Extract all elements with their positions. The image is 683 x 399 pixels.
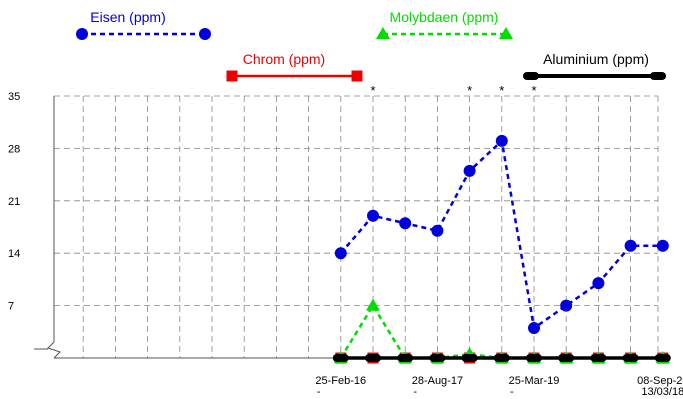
data-point-0 <box>495 134 508 147</box>
y-axis-break <box>47 341 61 359</box>
series-0 <box>334 134 669 335</box>
data-point-0 <box>560 299 573 312</box>
data-point-0 <box>656 239 669 252</box>
legend-label-2: Molybdaen (ppm) <box>390 9 499 25</box>
series-3 <box>332 354 671 362</box>
data-point-0 <box>528 322 540 335</box>
data-point-legend-1 <box>226 70 238 82</box>
x-tick-sublabel: 13/03/18 <box>641 386 683 398</box>
data-point-0 <box>592 277 605 290</box>
y-tick-label: 7 <box>8 301 14 313</box>
data-point-3 <box>622 354 639 362</box>
data-point-0 <box>367 209 379 222</box>
data-point-0 <box>463 164 476 177</box>
data-point-0 <box>334 247 347 260</box>
y-tick-label: 14 <box>8 248 20 260</box>
x-tick-label: 25-Mar-19 <box>509 375 560 387</box>
data-point-3 <box>365 354 381 362</box>
data-point-3 <box>397 354 414 362</box>
star-markers: * * * * <box>370 83 536 98</box>
series-layer <box>332 134 671 364</box>
y-tick-label: 21 <box>8 196 20 208</box>
data-point-legend-0 <box>76 28 88 40</box>
data-point-legend-2 <box>499 27 513 39</box>
data-point-3 <box>526 354 542 362</box>
legend-item-2: Molybdaen (ppm) <box>376 9 513 39</box>
legend-item-3: Aluminium (ppm) <box>523 51 666 80</box>
star-marker: * <box>370 83 375 98</box>
star-marker: * <box>499 83 504 98</box>
data-point-3 <box>461 354 478 362</box>
data-point-2 <box>366 298 380 311</box>
data-point-3 <box>429 354 446 362</box>
y-tick-label: 35 <box>8 91 20 103</box>
data-point-legend-1 <box>351 70 363 82</box>
data-point-legend-2 <box>376 27 390 39</box>
x-tick-sublabel: - <box>510 386 514 398</box>
data-point-3 <box>558 354 575 362</box>
data-point-legend-3 <box>650 72 666 80</box>
grid <box>54 95 659 358</box>
legend-item-1: Chrom (ppm) <box>226 51 363 82</box>
data-point-0 <box>624 239 637 252</box>
y-tick-label: 28 <box>8 143 20 155</box>
data-point-3 <box>654 354 671 362</box>
star-marker: * <box>531 83 536 98</box>
star-marker: * <box>467 83 472 98</box>
data-point-0 <box>399 217 412 230</box>
axes: 71421283525-Feb-16-28-Aug-17-25-Mar-19-0… <box>8 91 683 398</box>
data-point-3 <box>332 354 349 362</box>
data-point-legend-0 <box>199 28 211 40</box>
x-tick-label: 25-Feb-16 <box>315 375 366 387</box>
x-tick-label: 08-Sep-20 <box>637 375 683 387</box>
x-tick-sublabel: - <box>413 386 417 398</box>
data-point-3 <box>590 354 607 362</box>
x-tick-label: 28-Aug-17 <box>412 375 463 387</box>
legend: Eisen (ppm) Chrom (ppm) Molybdaen (ppm) Alu… <box>76 9 666 82</box>
legend-label-3: Aluminium (ppm) <box>543 51 649 67</box>
data-point-legend-3 <box>523 72 539 80</box>
data-point-3 <box>493 354 510 362</box>
data-point-0 <box>431 224 444 237</box>
x-tick-sublabel: - <box>317 386 321 398</box>
legend-item-0: Eisen (ppm) <box>76 9 211 40</box>
legend-label-0: Eisen (ppm) <box>90 9 165 25</box>
legend-label-1: Chrom (ppm) <box>243 51 325 67</box>
